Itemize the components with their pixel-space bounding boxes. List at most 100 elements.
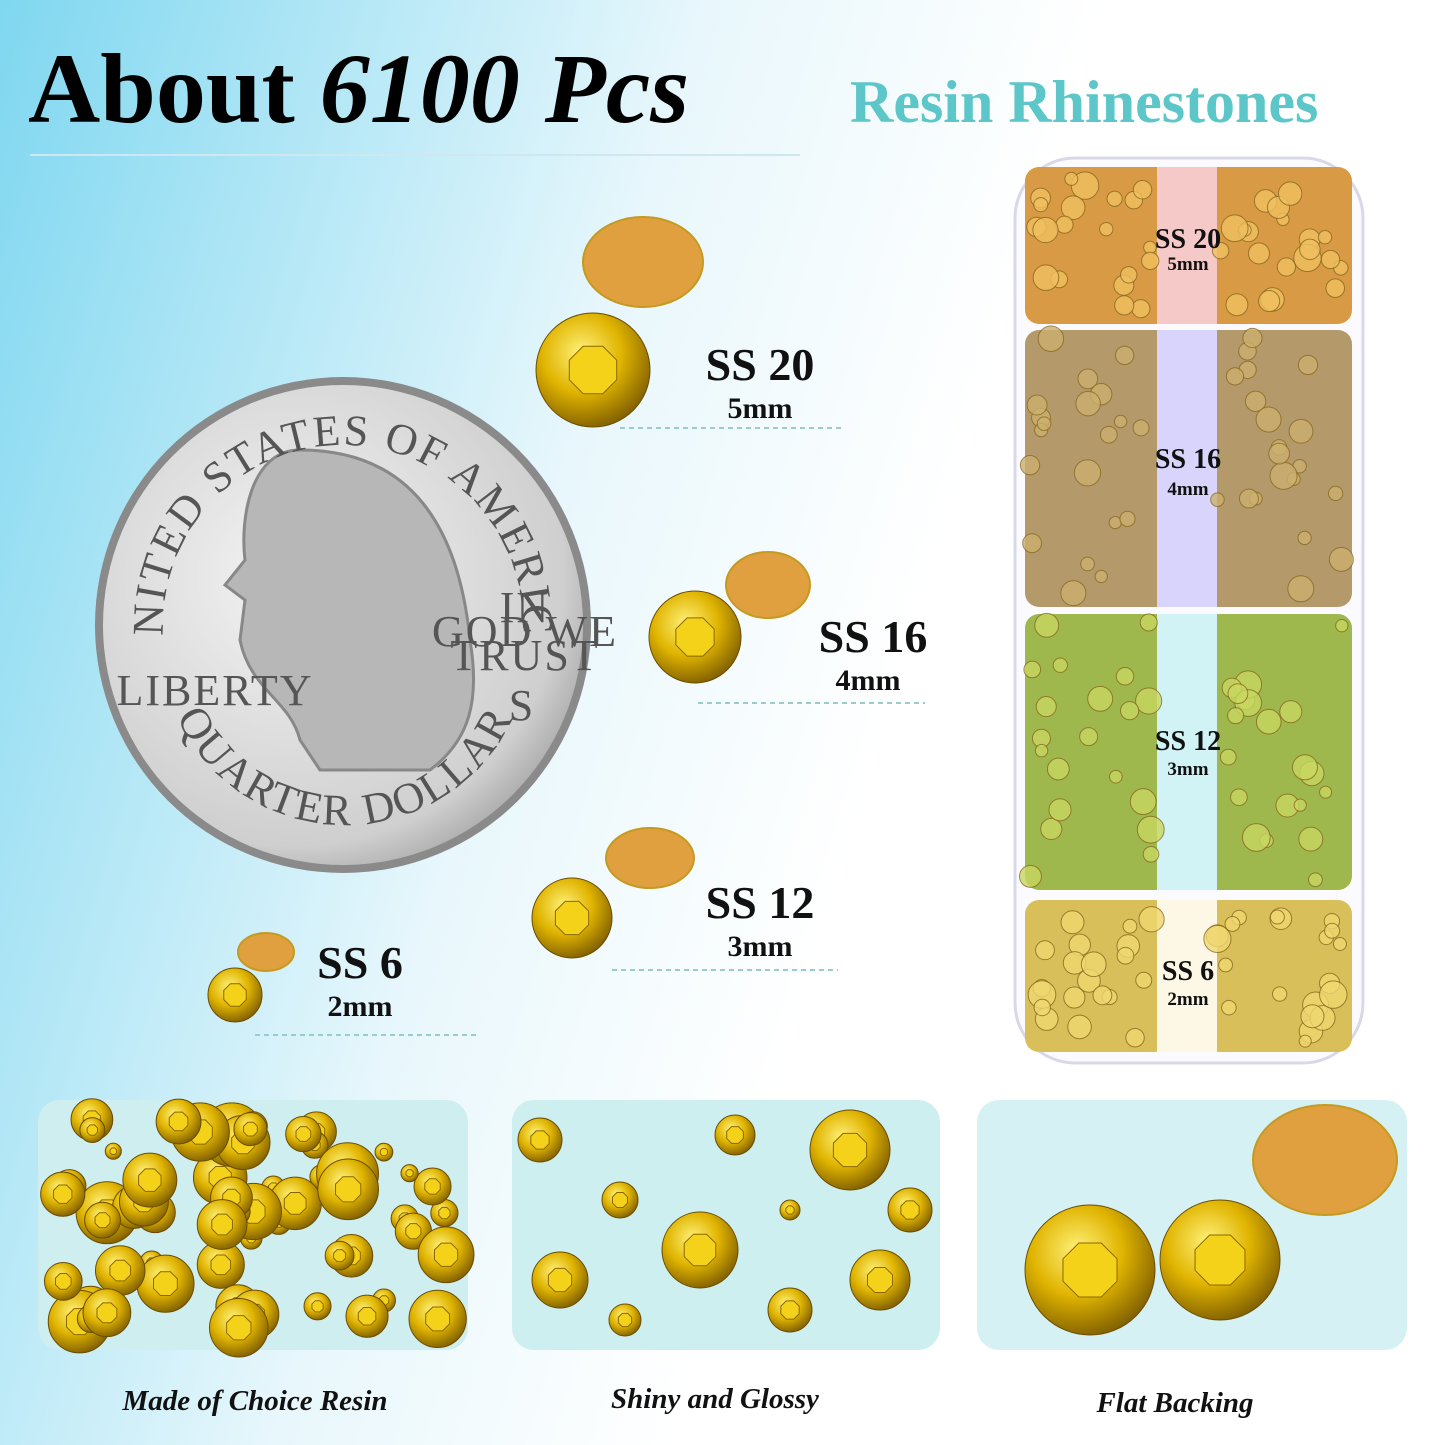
box-stone <box>1080 556 1095 572</box>
stone-facet <box>612 1192 628 1208</box>
title: About 6100 Pcs <box>28 33 689 144</box>
stone-facet <box>568 345 618 395</box>
box-stone <box>1278 181 1303 206</box>
stone-facet <box>109 1259 132 1282</box>
stone-facet <box>96 1302 118 1324</box>
flat-back <box>725 551 811 619</box>
box-stone <box>1220 214 1249 243</box>
stone-facet <box>675 617 715 657</box>
box-stone <box>1114 345 1135 366</box>
box-stone <box>1036 416 1052 431</box>
box-divider <box>1157 614 1217 890</box>
stone-facet <box>86 1124 99 1136</box>
box-stone <box>1268 442 1291 465</box>
box-stone <box>1040 817 1063 841</box>
box-stone <box>1288 418 1314 444</box>
stone-facet <box>295 1126 312 1142</box>
size-mm: 4mm <box>836 664 901 697</box>
box-stone <box>1271 986 1288 1002</box>
box-stone <box>1225 293 1249 317</box>
box-stone <box>1293 798 1307 812</box>
stone-facet <box>243 1121 258 1137</box>
box-stone <box>1138 906 1165 933</box>
rhinestones <box>40 216 1398 1358</box>
stone-facet <box>554 900 590 936</box>
box-stone <box>1241 823 1271 852</box>
title-plain: About <box>28 33 295 144</box>
stone-facet <box>357 1306 377 1326</box>
stone-facet <box>530 1130 550 1150</box>
size-mm: 3mm <box>728 930 793 963</box>
subtitle: Resin Rhinestones <box>850 69 1318 135</box>
box-stone <box>1067 1014 1092 1040</box>
box-stone <box>1048 798 1072 822</box>
box-stone <box>1023 660 1042 679</box>
box-stone <box>1122 918 1138 934</box>
box-size-name: SS 12 <box>1155 726 1221 757</box>
stone-facet <box>379 1147 389 1157</box>
box-stone <box>1034 743 1049 758</box>
box-stone <box>1135 687 1163 715</box>
size-name: SS 20 <box>706 339 815 390</box>
box-stone <box>1242 327 1263 349</box>
box-stone <box>1279 700 1303 724</box>
size-name: SS 16 <box>819 611 928 662</box>
box-stones <box>1018 171 1354 1048</box>
stone-facet <box>547 1267 573 1293</box>
box-stone <box>1227 707 1245 725</box>
box-stone <box>1297 530 1312 546</box>
box-stone <box>1032 216 1059 244</box>
box-stone <box>1120 701 1140 721</box>
box-stone <box>1018 864 1042 888</box>
feature-caption: Flat Backing <box>1095 1387 1253 1419</box>
box-stone <box>1238 488 1259 509</box>
box-stone <box>1298 826 1324 852</box>
box-stone <box>1299 238 1321 261</box>
stone-facet <box>311 1300 324 1313</box>
box-stone <box>1225 367 1245 386</box>
box-stone <box>1115 667 1135 686</box>
box-stone <box>1125 1028 1145 1048</box>
size-mm: 5mm <box>728 392 793 425</box>
box-stone <box>1060 580 1087 607</box>
size-mm: 2mm <box>328 990 393 1023</box>
box-stone <box>1219 748 1237 766</box>
box-stone <box>1092 985 1113 1006</box>
stone-facet <box>433 1242 459 1267</box>
stone-facet <box>425 1306 451 1332</box>
title-italic: 6100 Pcs <box>320 33 689 144</box>
box-stone <box>1210 492 1225 508</box>
box-stone <box>1247 242 1270 265</box>
flat-back <box>582 216 704 308</box>
stone-facet <box>726 1126 744 1144</box>
box-stone <box>1327 485 1344 502</box>
stone-facet <box>832 1132 868 1168</box>
box-size-mm: 3mm <box>1167 759 1208 780</box>
size-name: SS 12 <box>706 877 815 928</box>
box-stone <box>1255 708 1282 735</box>
box-stone <box>1297 354 1319 376</box>
box-stone <box>1046 757 1070 781</box>
box-stone <box>1035 940 1055 961</box>
stone-facet <box>785 1205 795 1215</box>
box-stone <box>1255 406 1282 433</box>
box-stone <box>1132 180 1153 200</box>
stone-facet <box>1062 1242 1118 1298</box>
box-stone <box>1269 461 1298 490</box>
box-divider <box>1157 167 1217 324</box>
box-stone <box>1064 171 1079 186</box>
box-stone <box>1033 197 1049 213</box>
box-stone <box>1114 295 1135 316</box>
box-stone <box>1131 299 1151 319</box>
box-stone <box>1324 922 1341 939</box>
stone-facet <box>683 1233 717 1267</box>
box-stone <box>1060 910 1085 935</box>
box-stone <box>1116 946 1135 965</box>
box-stone <box>1230 788 1248 807</box>
box-stone <box>1035 696 1057 718</box>
box-size-mm: 4mm <box>1167 479 1208 500</box>
box-size-name: SS 6 <box>1162 956 1214 987</box>
box-stone <box>1319 785 1333 799</box>
